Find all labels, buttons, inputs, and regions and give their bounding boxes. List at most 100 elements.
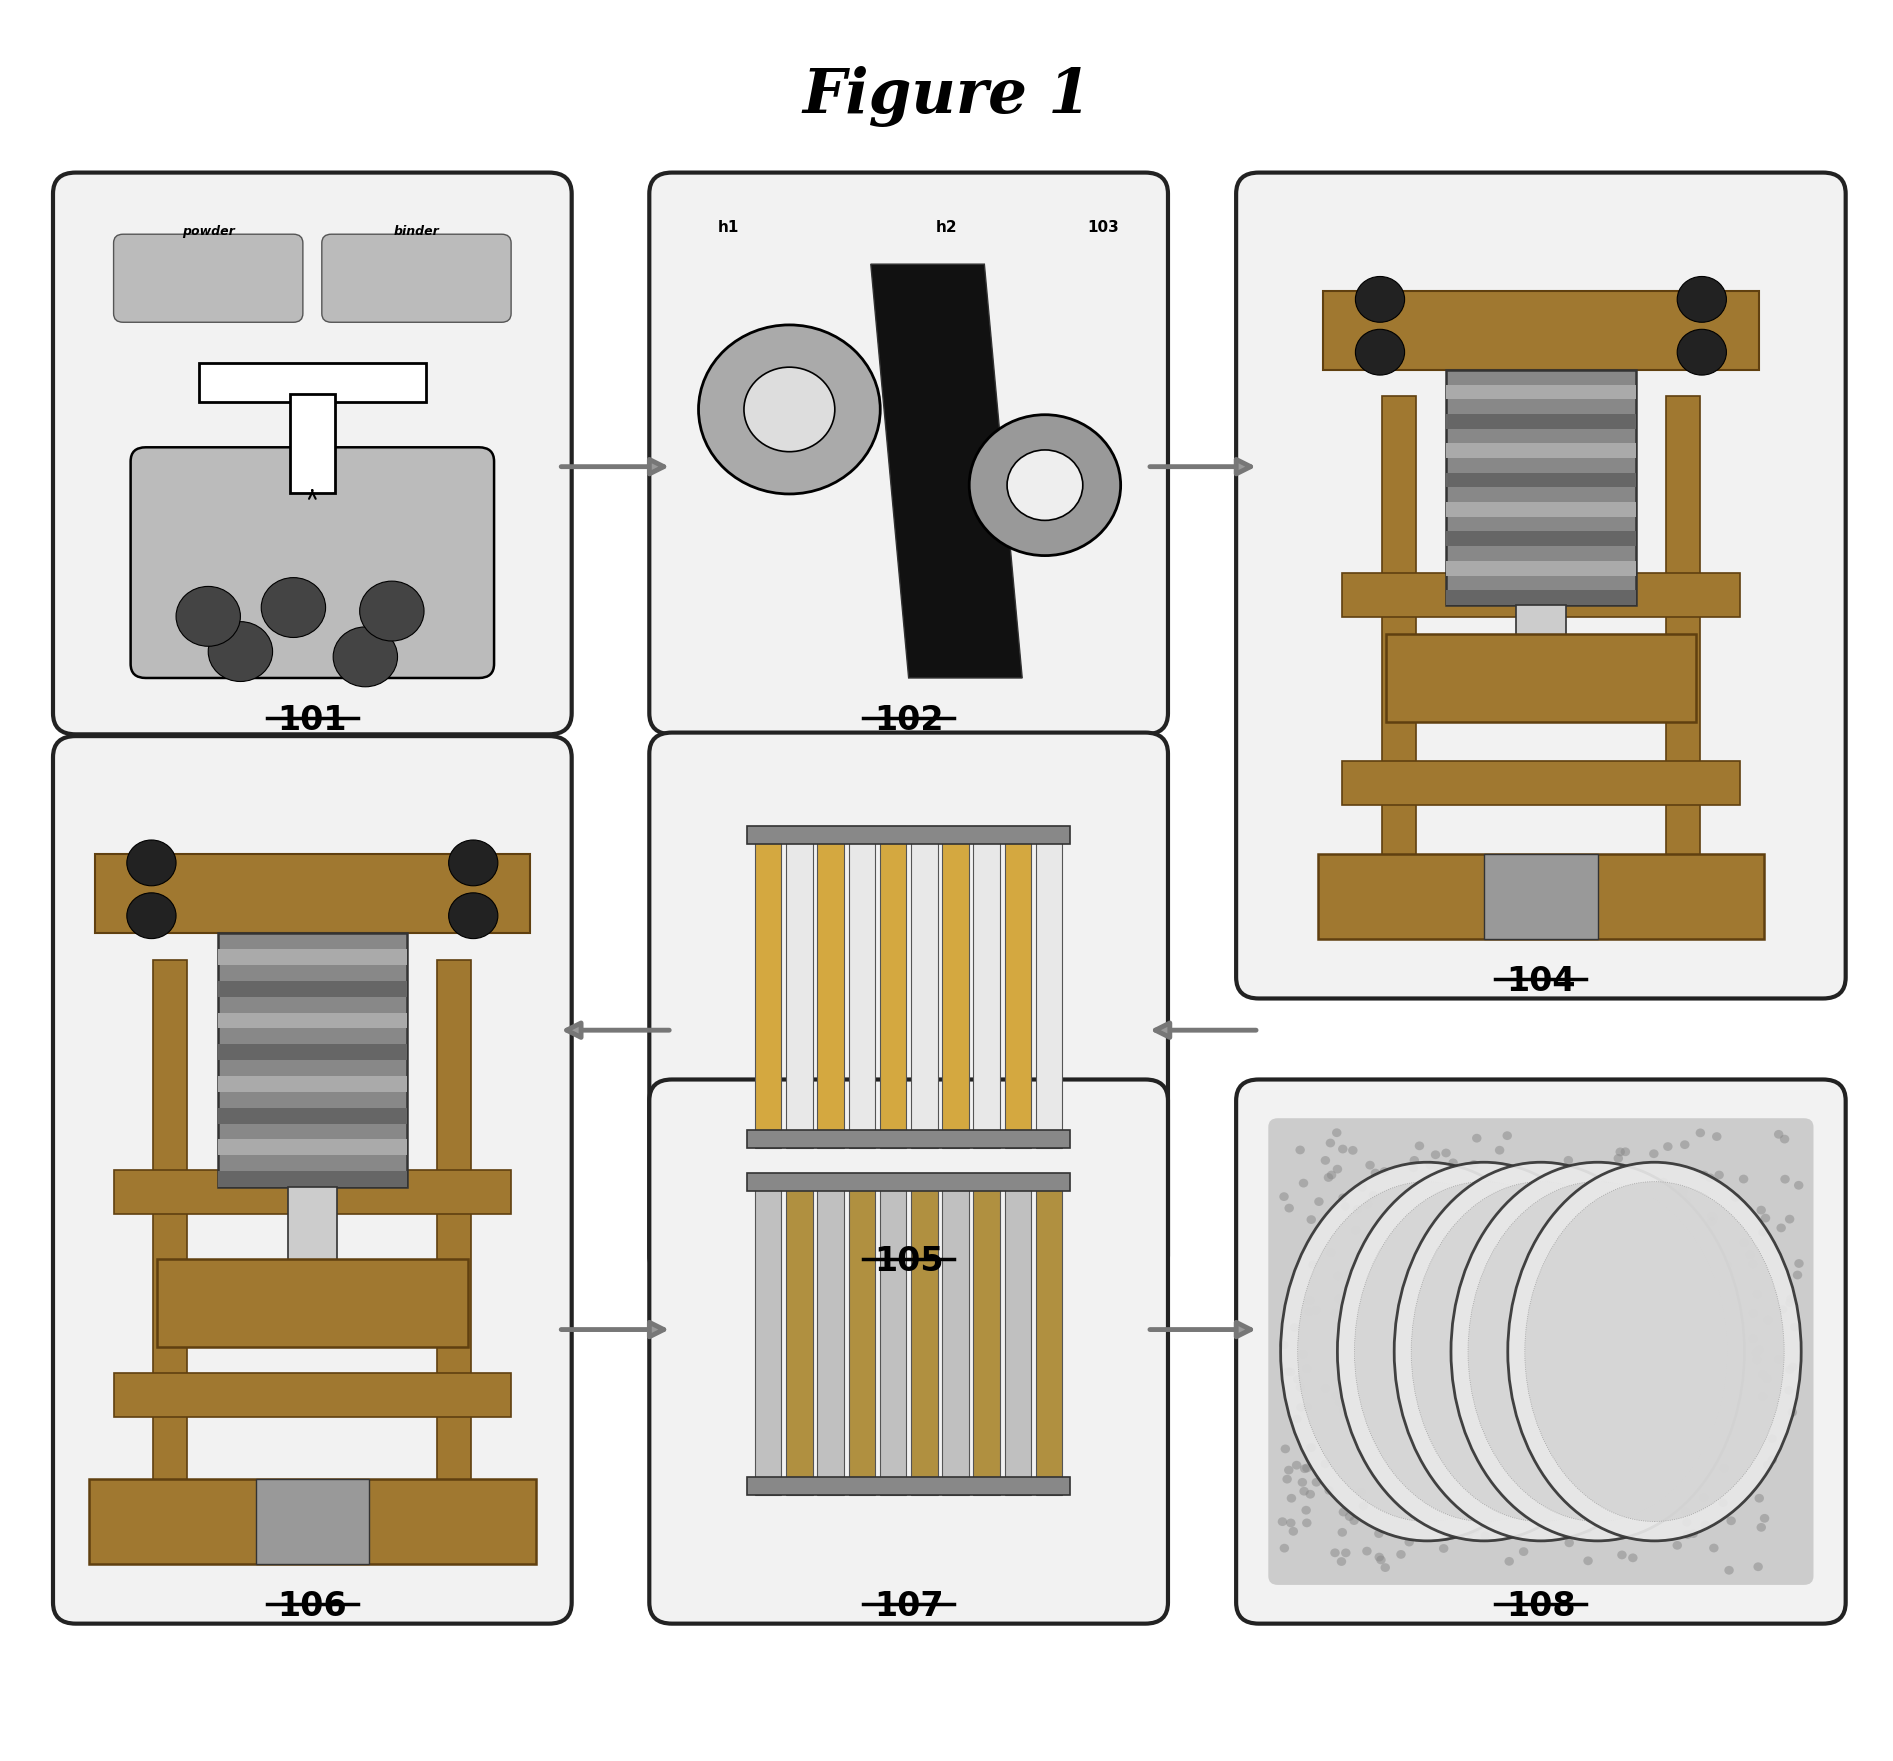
Circle shape <box>1628 1254 1637 1263</box>
Circle shape <box>1567 1433 1577 1442</box>
Circle shape <box>1450 1377 1460 1386</box>
Circle shape <box>1668 1330 1677 1338</box>
Bar <box>973 1173 1000 1495</box>
Circle shape <box>1314 1197 1323 1206</box>
Circle shape <box>1306 1444 1316 1453</box>
Circle shape <box>1321 1384 1331 1393</box>
Circle shape <box>1605 1386 1615 1395</box>
Bar <box>1446 590 1636 604</box>
Circle shape <box>1778 1305 1787 1314</box>
Circle shape <box>1689 1529 1698 1537</box>
Circle shape <box>1698 1426 1707 1435</box>
Circle shape <box>1511 1448 1520 1456</box>
Bar <box>95 854 530 933</box>
Circle shape <box>1670 1411 1679 1419</box>
Ellipse shape <box>1338 1162 1632 1541</box>
Circle shape <box>1681 1286 1690 1294</box>
Circle shape <box>1683 1287 1692 1296</box>
Circle shape <box>1719 1435 1728 1444</box>
Circle shape <box>1564 1155 1573 1164</box>
Circle shape <box>1501 1293 1511 1301</box>
Circle shape <box>1355 329 1405 375</box>
Circle shape <box>1518 1548 1528 1557</box>
Circle shape <box>1757 1523 1766 1532</box>
Bar <box>1446 414 1636 428</box>
Bar <box>218 949 407 965</box>
Text: 105: 105 <box>875 1245 943 1278</box>
Circle shape <box>1673 1215 1683 1224</box>
Circle shape <box>1448 1159 1458 1168</box>
Circle shape <box>1692 1307 1702 1315</box>
Circle shape <box>1583 1266 1592 1275</box>
Circle shape <box>1429 1277 1439 1286</box>
Circle shape <box>1477 1247 1486 1256</box>
Text: 107: 107 <box>875 1590 943 1624</box>
Circle shape <box>1495 1146 1505 1155</box>
Circle shape <box>1645 1500 1654 1509</box>
Ellipse shape <box>1299 1182 1558 1522</box>
Circle shape <box>1350 1324 1359 1333</box>
Circle shape <box>1632 1467 1641 1476</box>
Circle shape <box>1719 1499 1728 1507</box>
Circle shape <box>1340 1548 1350 1557</box>
Circle shape <box>1418 1256 1427 1264</box>
Circle shape <box>1425 1499 1435 1507</box>
Ellipse shape <box>1282 1162 1575 1541</box>
Circle shape <box>1677 329 1726 375</box>
Circle shape <box>1535 1333 1545 1342</box>
Circle shape <box>1289 1323 1299 1331</box>
Circle shape <box>1615 1428 1624 1437</box>
Circle shape <box>1524 1384 1533 1393</box>
Circle shape <box>208 622 273 682</box>
Circle shape <box>1465 1529 1475 1537</box>
Circle shape <box>1280 1340 1289 1349</box>
Circle shape <box>1388 1388 1397 1396</box>
Circle shape <box>1751 1349 1760 1358</box>
Circle shape <box>1285 1518 1295 1527</box>
Circle shape <box>1649 1150 1658 1159</box>
Circle shape <box>1787 1294 1796 1303</box>
Bar <box>1446 560 1636 576</box>
Circle shape <box>127 840 176 886</box>
Circle shape <box>1431 1150 1441 1159</box>
Circle shape <box>1344 1368 1353 1377</box>
Circle shape <box>1749 1335 1759 1344</box>
Circle shape <box>1573 1384 1583 1393</box>
Bar <box>1446 472 1636 488</box>
Ellipse shape <box>1526 1182 1783 1522</box>
Circle shape <box>1768 1455 1778 1463</box>
Circle shape <box>1651 1363 1660 1372</box>
Circle shape <box>1670 1250 1679 1259</box>
Circle shape <box>1389 1384 1399 1393</box>
Bar <box>153 960 187 1558</box>
Circle shape <box>1774 1131 1783 1139</box>
Circle shape <box>1721 1363 1730 1372</box>
Circle shape <box>261 578 326 637</box>
Circle shape <box>1514 1317 1524 1326</box>
Bar <box>943 1173 969 1495</box>
Circle shape <box>1762 1460 1772 1469</box>
Circle shape <box>1685 1485 1694 1493</box>
Circle shape <box>1541 1352 1550 1361</box>
Bar <box>218 1108 407 1124</box>
Circle shape <box>1363 1546 1372 1555</box>
Circle shape <box>1607 1513 1617 1522</box>
Circle shape <box>1338 1529 1348 1537</box>
Circle shape <box>1685 1326 1694 1335</box>
Circle shape <box>1338 1145 1348 1153</box>
Circle shape <box>1478 1440 1488 1449</box>
Bar <box>218 1013 407 1028</box>
Circle shape <box>1338 1507 1348 1516</box>
Circle shape <box>1357 1266 1367 1275</box>
Circle shape <box>1363 1199 1372 1208</box>
Circle shape <box>1285 1205 1295 1213</box>
Circle shape <box>1774 1354 1783 1363</box>
Bar <box>1446 370 1636 604</box>
Circle shape <box>1548 1495 1558 1504</box>
Circle shape <box>1643 1224 1653 1233</box>
Circle shape <box>1469 1160 1478 1169</box>
Circle shape <box>1622 1282 1632 1291</box>
Circle shape <box>1749 1308 1759 1317</box>
Circle shape <box>1615 1148 1624 1157</box>
Bar <box>880 826 907 1148</box>
